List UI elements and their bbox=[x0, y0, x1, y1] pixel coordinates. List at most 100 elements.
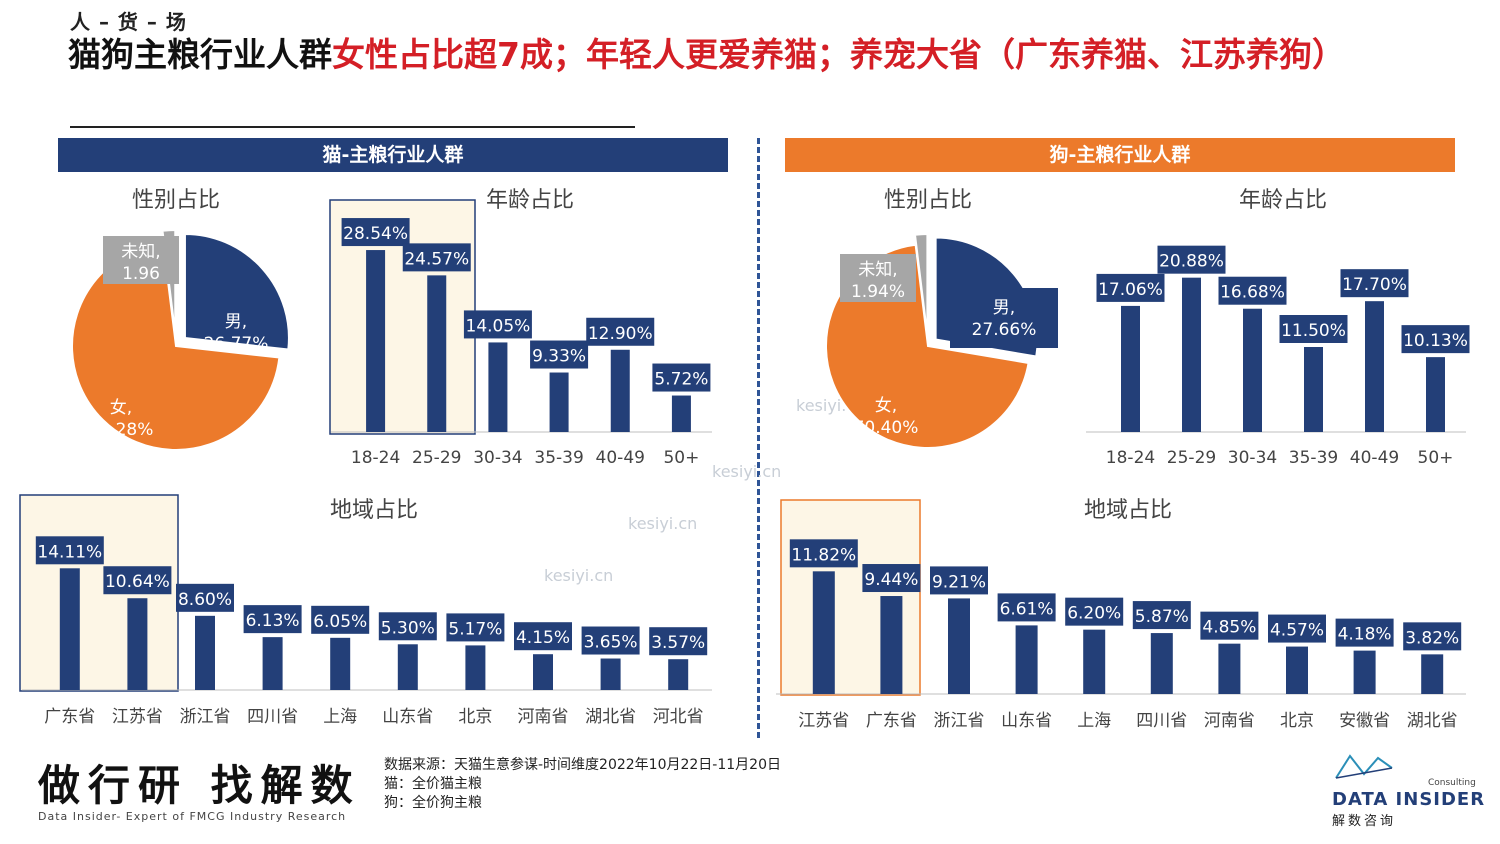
pie-data-label: 男, bbox=[225, 312, 247, 332]
bar-data-label: 5.72% bbox=[654, 370, 708, 390]
pie-data-label: 未知, bbox=[858, 260, 897, 280]
x-tick-label: 湖北省 bbox=[585, 707, 636, 727]
bar bbox=[1426, 357, 1445, 432]
x-tick-label: 山东省 bbox=[1001, 711, 1052, 731]
x-tick-label: 35-39 bbox=[1289, 448, 1338, 468]
source-line: 猫：全价猫主粮 bbox=[384, 776, 482, 792]
pie-data-label: 女, bbox=[875, 396, 897, 416]
pie-label-box bbox=[950, 288, 1058, 348]
x-tick-label: 江苏省 bbox=[798, 711, 849, 731]
data-label-box bbox=[35, 536, 104, 565]
bar-data-label: 20.88% bbox=[1159, 252, 1224, 272]
source-line: 狗：全价狗主粮 bbox=[384, 795, 482, 811]
bar bbox=[1083, 629, 1106, 694]
bar bbox=[1421, 654, 1444, 694]
data-label-box bbox=[649, 627, 708, 656]
bar-data-label: 9.44% bbox=[864, 570, 918, 590]
pie-data-label: 未知, bbox=[121, 242, 160, 262]
watermark: kesiyi.cn bbox=[628, 514, 698, 533]
bar-data-label: 17.06% bbox=[1098, 280, 1163, 300]
bar bbox=[127, 598, 148, 690]
bar bbox=[1182, 277, 1201, 432]
x-tick-label: 广东省 bbox=[44, 707, 95, 727]
data-label-box bbox=[243, 605, 302, 634]
data-label-box bbox=[1132, 601, 1191, 630]
bar bbox=[671, 395, 691, 432]
bar bbox=[600, 658, 621, 690]
data-label-box bbox=[862, 564, 921, 593]
data-label-box bbox=[103, 566, 172, 595]
data-label-box bbox=[1065, 597, 1124, 626]
bar bbox=[1150, 633, 1173, 694]
bar-data-label: 17.70% bbox=[1342, 275, 1407, 295]
x-tick-label: 安徽省 bbox=[1339, 711, 1390, 731]
x-tick-label: 北京 bbox=[1280, 711, 1314, 731]
bar bbox=[1243, 308, 1262, 432]
bar-data-label: 14.11% bbox=[37, 542, 102, 562]
pie-data-label: 71.28% bbox=[89, 420, 154, 440]
bar-data-label: 9.33% bbox=[532, 347, 586, 367]
data-label-box bbox=[1200, 611, 1259, 640]
x-tick-label: 湖北省 bbox=[1407, 711, 1458, 731]
x-tick-label: 30-34 bbox=[473, 448, 522, 468]
chart-title: 性别占比 bbox=[132, 188, 220, 213]
watermark: kesiyi.cn bbox=[544, 566, 614, 585]
data-label-box bbox=[581, 626, 640, 655]
x-tick-label: 25-29 bbox=[412, 448, 461, 468]
bar bbox=[488, 342, 508, 432]
bar-data-label: 4.15% bbox=[516, 628, 570, 648]
x-tick-label: 25-29 bbox=[1167, 448, 1216, 468]
bar-data-label: 24.57% bbox=[404, 249, 469, 269]
x-tick-label: 50+ bbox=[663, 448, 699, 468]
x-tick-label: 浙江省 bbox=[180, 707, 231, 727]
bar-data-label: 5.30% bbox=[381, 618, 435, 638]
data-label-box bbox=[652, 363, 711, 392]
bar-data-label: 6.05% bbox=[313, 612, 367, 632]
bar bbox=[330, 637, 351, 690]
bar-data-label: 4.18% bbox=[1338, 625, 1392, 645]
x-tick-label: 浙江省 bbox=[934, 711, 985, 731]
data-label-box bbox=[789, 539, 858, 568]
bar-data-label: 5.17% bbox=[448, 619, 502, 639]
bar bbox=[549, 372, 569, 432]
bar bbox=[465, 645, 486, 690]
cat-panel-header: 猫-主粮行业人群 bbox=[58, 138, 728, 172]
bar-data-label: 3.65% bbox=[584, 633, 638, 653]
data-label-box bbox=[1279, 315, 1348, 343]
data-source-note: 数据来源：天猫生意参谋-时间维度2022年10月22日-11月20日 猫：全价猫… bbox=[384, 756, 781, 813]
title-black-part: 猫狗主粮行业人群 bbox=[68, 35, 332, 74]
bar-data-label: 4.57% bbox=[1270, 621, 1324, 641]
watermark: kesiyi.cn bbox=[712, 462, 782, 481]
data-label-box bbox=[311, 605, 370, 634]
x-tick-label: 四川省 bbox=[247, 707, 298, 727]
pie-label-box bbox=[840, 254, 916, 302]
data-label-box bbox=[514, 622, 572, 651]
pie-label-box bbox=[103, 236, 179, 284]
x-tick-label: 山东省 bbox=[382, 707, 433, 727]
x-tick-label: 四川省 bbox=[1136, 711, 1187, 731]
x-tick-label: 河北省 bbox=[653, 707, 704, 727]
data-label-box bbox=[176, 583, 234, 612]
x-tick-label: 30-34 bbox=[1228, 448, 1277, 468]
x-tick-label: 40-49 bbox=[1350, 448, 1399, 468]
pie-slice-male bbox=[183, 232, 290, 351]
x-tick-label: 18-24 bbox=[1106, 448, 1155, 468]
data-label-box bbox=[997, 593, 1056, 622]
logo-chinese-name: 解数咨询 bbox=[1332, 814, 1397, 829]
bar bbox=[610, 349, 630, 432]
section-kicker: 人 – 货 – 场 bbox=[70, 10, 187, 34]
bar-data-label: 5.87% bbox=[1135, 607, 1189, 627]
bar bbox=[427, 275, 447, 432]
data-label-box bbox=[1157, 245, 1226, 274]
panel-divider bbox=[757, 138, 760, 738]
bar bbox=[1218, 643, 1241, 694]
logo-name: DATA INSIDER bbox=[1332, 789, 1486, 810]
data-insider-logo-mark bbox=[1335, 754, 1393, 779]
bar-data-label: 14.05% bbox=[466, 316, 531, 336]
x-tick-label: 河南省 bbox=[518, 707, 569, 727]
data-label-box bbox=[930, 566, 988, 595]
title-underline bbox=[70, 126, 635, 128]
bar bbox=[1286, 646, 1308, 694]
pie-data-label: 26.77% bbox=[204, 334, 269, 354]
x-tick-label: 江苏省 bbox=[112, 707, 163, 727]
